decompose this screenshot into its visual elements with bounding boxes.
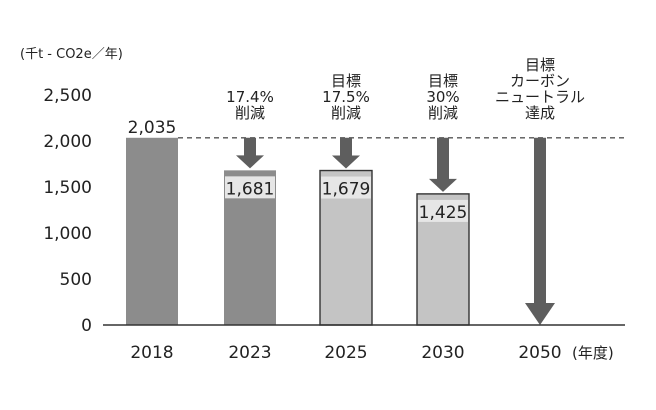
annotation-2050: 目標 [525,56,555,74]
annotation-2050: カーボン [510,72,570,90]
y-tick-label: 1,500 [43,178,92,198]
x-tick-label: 2025 [324,343,367,363]
annotation-2030: 削減 [428,104,458,122]
y-axis-unit-label: (千t - CO2e／年) [20,47,123,62]
reduction-arrow-2025 [332,137,360,169]
bar-2018 [126,137,178,325]
data-label-2025: 1,679 [322,180,371,200]
data-label-bg [321,176,371,199]
annotation-2025: 目標 [331,72,361,90]
x-axis-unit-label: (年度) [572,344,614,362]
data-label-2030: 1,425 [419,203,468,223]
y-tick-label: 1,000 [43,224,92,244]
annotation-2025: 削減 [331,104,361,122]
annotation-2050: ニュートラル [495,88,585,106]
reduction-arrow-2050 [525,137,555,325]
y-tick-label: 0 [81,316,92,336]
annotation-2023: 削減 [235,104,265,122]
x-tick-label: 2030 [421,343,464,363]
annotation-2030: 目標 [428,72,458,90]
annotation-2030: 30% [426,88,459,106]
annotation-2025: 17.5% [322,88,370,106]
annotation-2023: 17.4% [226,88,274,106]
data-label-bg [225,176,275,199]
data-label-2023: 1,681 [226,179,275,199]
x-tick-label: 2050 [518,343,561,363]
y-tick-label: 2,500 [43,86,92,106]
x-tick-label: 2018 [130,343,173,363]
annotation-2050: 達成 [525,104,555,122]
data-label-2018: 2,035 [128,118,177,138]
y-tick-label: 2,000 [43,132,92,152]
reduction-arrow-2030 [429,137,457,192]
x-tick-label: 2023 [228,343,271,363]
plot-area: 0 500 1,000 1,500 2,000 2,500 2,035 1,681 1,679 1… [43,56,625,363]
reduction-arrow-2023 [236,137,264,169]
y-tick-label: 500 [60,270,92,290]
data-label-bg [418,199,468,222]
